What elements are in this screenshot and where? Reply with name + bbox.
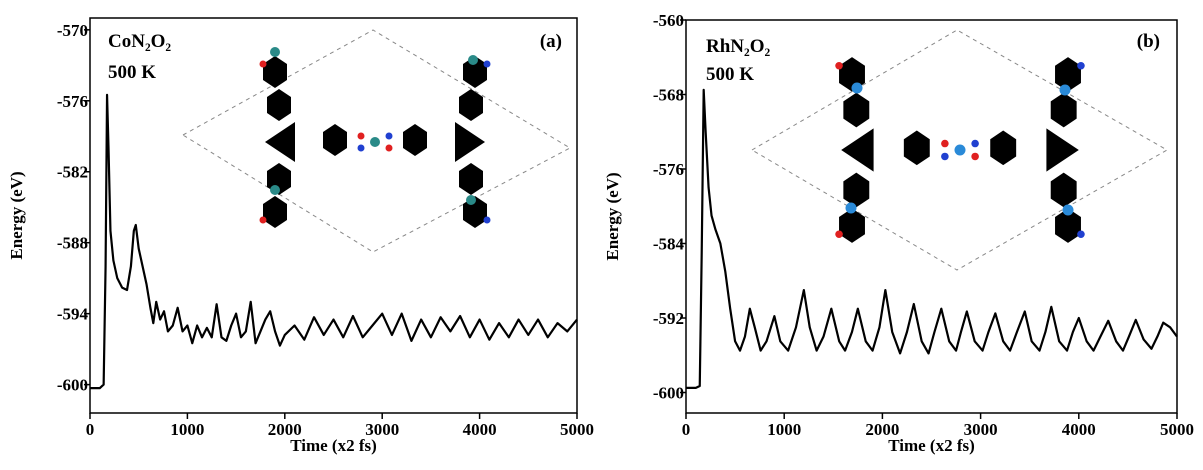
y-tick-label: -582: [57, 163, 88, 182]
y-tick-label: -592: [653, 309, 684, 328]
metal-atom: [1062, 204, 1074, 216]
metal-atom: [851, 82, 863, 94]
y-tick-label: -588: [57, 234, 88, 253]
metal-atom: [270, 47, 280, 57]
energy-line: [90, 93, 578, 390]
plot-frame: [685, 19, 1178, 414]
y-tick-label: -600: [653, 384, 684, 403]
x-tick-label: 5000: [1160, 420, 1194, 439]
annotation: CoN₂O₂: [108, 31, 171, 52]
x-tick-label: 4000: [1062, 420, 1096, 439]
inset-b: [751, 29, 1169, 271]
annotation: (a): [540, 31, 562, 52]
y-tick-label: -576: [653, 160, 684, 179]
x-tick-label: 2000: [268, 420, 302, 439]
annotation: 500 K: [108, 62, 156, 83]
metal-atom: [468, 55, 478, 65]
x-axis-label: Time (x2 fs): [290, 436, 377, 455]
y-tick-label: -568: [653, 86, 684, 105]
y-axis-label: Energy (eV): [7, 171, 26, 259]
y-tick-label: -570: [57, 21, 88, 40]
metal-atom: [370, 137, 380, 147]
energy-line: [686, 88, 1178, 389]
x-tick-label: 3000: [964, 420, 998, 439]
inset-a: [182, 29, 572, 253]
x-tick-label: 0: [86, 420, 95, 439]
metal-atom: [466, 195, 476, 205]
x-tick-label: 4000: [463, 420, 497, 439]
y-tick-label: -560: [653, 11, 684, 30]
y-tick-label: -594: [57, 305, 89, 324]
x-tick-label: 0: [682, 420, 691, 439]
x-tick-label: 2000: [865, 420, 899, 439]
x-tick-label: 3000: [365, 420, 399, 439]
metal-atom: [954, 144, 966, 156]
y-tick-label: -576: [57, 92, 88, 111]
metal-atom: [270, 185, 280, 195]
x-tick-label: 1000: [767, 420, 801, 439]
y-tick-label: -600: [57, 376, 88, 395]
x-tick-label: 1000: [170, 420, 204, 439]
x-axis-label: Time (x2 fs): [888, 436, 975, 455]
cell: [751, 29, 1169, 271]
metal-atom: [845, 202, 857, 214]
annotation: (b): [1137, 31, 1160, 52]
cell: [182, 29, 572, 253]
annotation: RhN₂O₂: [706, 36, 770, 57]
y-axis-label: Energy (eV): [603, 172, 622, 260]
y-tick-label: -584: [653, 235, 685, 254]
x-tick-label: 5000: [560, 420, 594, 439]
metal-atom: [1059, 84, 1071, 96]
annotation: 500 K: [706, 64, 754, 85]
plot-frame: [89, 17, 578, 414]
